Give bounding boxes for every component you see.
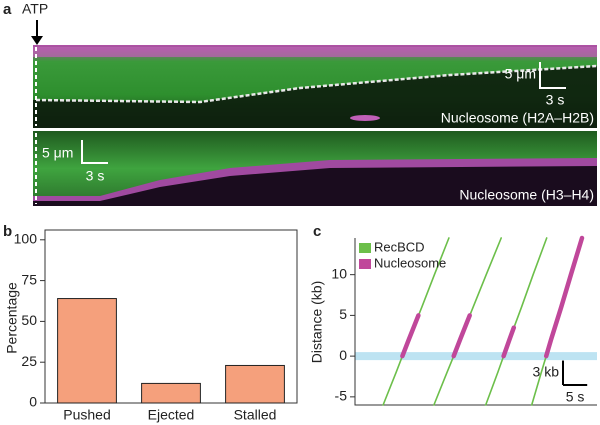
scale-label: 5 μm <box>505 66 536 82</box>
kymograph-dark <box>33 166 597 206</box>
legend-label: Nucleosome <box>374 255 446 270</box>
y-tick-label: 5 <box>339 306 347 322</box>
y-tick-label: 10 <box>331 265 347 281</box>
y-tick-label: 0 <box>339 347 347 363</box>
y-tick-label: 75 <box>21 271 37 287</box>
arrow-head <box>31 36 43 45</box>
bar <box>57 298 117 404</box>
panel-label: c <box>313 223 321 240</box>
y-tick-label: 50 <box>21 312 37 328</box>
kymograph-spot <box>350 115 380 121</box>
scale-label: 3 s <box>546 92 565 108</box>
arrow-label: ATP <box>22 1 48 17</box>
y-axis-label: Percentage <box>4 282 20 354</box>
panel-label: a <box>3 1 12 18</box>
trace <box>484 237 548 406</box>
trace <box>451 313 472 359</box>
image-caption: Nucleosome (H2A–H2B) <box>441 110 594 126</box>
bar <box>141 382 201 404</box>
x-tick-label: Pushed <box>63 407 110 423</box>
scale-label: 3 kb <box>533 363 560 379</box>
scale-bar <box>81 140 108 164</box>
legend-swatch <box>359 259 371 269</box>
y-axis-label: Distance (kb) <box>309 281 325 363</box>
scale-label: 5 μm <box>42 145 73 161</box>
image-caption: Nucleosome (H3–H4) <box>459 187 594 203</box>
scale-label: 5 s <box>566 389 585 405</box>
bar <box>225 364 285 404</box>
kymograph-band <box>33 47 597 57</box>
legend-swatch <box>359 243 371 253</box>
y-tick-label: 25 <box>21 353 37 369</box>
scale-bar <box>539 62 566 89</box>
x-tick-label: Ejected <box>148 407 195 423</box>
trace <box>501 325 517 359</box>
panel-label: b <box>3 223 12 240</box>
y-tick-label: 100 <box>14 230 38 246</box>
scale-label: 3 s <box>86 168 105 184</box>
y-tick-label: -5 <box>335 388 348 404</box>
x-tick-label: Stalled <box>234 407 277 423</box>
y-tick-label: 0 <box>29 394 37 410</box>
legend-label: RecBCD <box>374 239 425 254</box>
trace <box>543 235 585 359</box>
kymograph-trace <box>35 64 598 104</box>
plot-frame <box>354 238 597 406</box>
trace <box>400 313 421 359</box>
highlight-band <box>355 352 597 361</box>
kymograph-dark <box>33 66 597 128</box>
